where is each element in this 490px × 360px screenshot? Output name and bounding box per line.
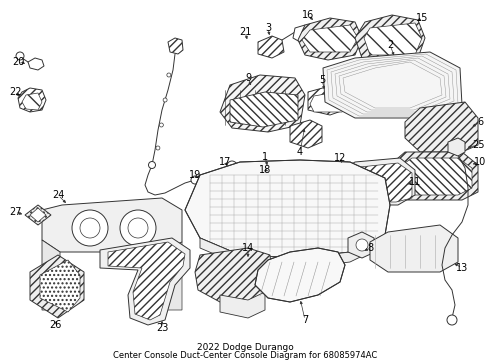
Polygon shape bbox=[448, 138, 465, 156]
Polygon shape bbox=[230, 92, 298, 127]
Polygon shape bbox=[308, 86, 350, 115]
Polygon shape bbox=[160, 242, 182, 310]
Polygon shape bbox=[42, 198, 182, 252]
Polygon shape bbox=[185, 160, 390, 258]
Text: 6: 6 bbox=[477, 117, 483, 127]
Text: 18: 18 bbox=[259, 165, 271, 175]
Text: 9: 9 bbox=[245, 73, 251, 83]
Circle shape bbox=[16, 52, 24, 60]
Text: 3: 3 bbox=[265, 23, 271, 33]
Polygon shape bbox=[30, 208, 46, 222]
Polygon shape bbox=[345, 163, 412, 202]
Circle shape bbox=[167, 73, 171, 77]
Polygon shape bbox=[220, 292, 265, 318]
Circle shape bbox=[80, 218, 100, 238]
Circle shape bbox=[128, 218, 148, 238]
Text: 15: 15 bbox=[416, 13, 428, 23]
Circle shape bbox=[72, 210, 108, 246]
Circle shape bbox=[356, 239, 368, 251]
Polygon shape bbox=[18, 88, 46, 112]
Circle shape bbox=[262, 171, 274, 183]
Polygon shape bbox=[290, 120, 322, 148]
Polygon shape bbox=[334, 162, 350, 178]
Polygon shape bbox=[220, 75, 305, 132]
Polygon shape bbox=[22, 93, 42, 110]
Circle shape bbox=[156, 146, 160, 150]
Text: 27: 27 bbox=[9, 207, 21, 217]
Polygon shape bbox=[302, 25, 358, 52]
Text: 26: 26 bbox=[49, 320, 61, 330]
Text: 16: 16 bbox=[302, 10, 314, 20]
Polygon shape bbox=[200, 235, 385, 268]
Text: 5: 5 bbox=[319, 75, 325, 85]
Polygon shape bbox=[28, 58, 44, 70]
Circle shape bbox=[265, 174, 271, 180]
Circle shape bbox=[227, 161, 237, 171]
Text: 12: 12 bbox=[334, 153, 346, 163]
Text: 11: 11 bbox=[409, 177, 421, 187]
Polygon shape bbox=[30, 255, 84, 318]
Text: 2022 Dodge Durango: 2022 Dodge Durango bbox=[196, 343, 294, 352]
Polygon shape bbox=[310, 91, 346, 112]
Text: 23: 23 bbox=[156, 323, 168, 333]
Text: 20: 20 bbox=[12, 57, 24, 67]
Polygon shape bbox=[364, 23, 422, 55]
Text: 25: 25 bbox=[472, 140, 484, 150]
Polygon shape bbox=[323, 52, 462, 118]
Polygon shape bbox=[355, 15, 425, 65]
Text: 10: 10 bbox=[474, 157, 486, 167]
Text: 2: 2 bbox=[387, 40, 393, 50]
Text: 19: 19 bbox=[189, 170, 201, 180]
Circle shape bbox=[163, 98, 167, 102]
Circle shape bbox=[148, 162, 155, 168]
Polygon shape bbox=[338, 158, 415, 205]
Polygon shape bbox=[195, 248, 272, 305]
Text: 17: 17 bbox=[219, 157, 231, 167]
Polygon shape bbox=[255, 248, 345, 302]
Polygon shape bbox=[298, 18, 362, 60]
Polygon shape bbox=[370, 225, 458, 272]
Polygon shape bbox=[108, 242, 185, 320]
Circle shape bbox=[447, 315, 457, 325]
Circle shape bbox=[335, 163, 349, 177]
Polygon shape bbox=[390, 152, 478, 200]
Text: 14: 14 bbox=[242, 243, 254, 253]
Text: 21: 21 bbox=[239, 27, 251, 37]
Polygon shape bbox=[40, 260, 80, 312]
Polygon shape bbox=[405, 102, 478, 152]
Polygon shape bbox=[168, 38, 183, 54]
Polygon shape bbox=[293, 25, 312, 42]
Text: Center Console Duct-Center Console Diagram for 68085974AC: Center Console Duct-Center Console Diagr… bbox=[113, 351, 377, 360]
Circle shape bbox=[191, 176, 199, 184]
Polygon shape bbox=[100, 238, 190, 325]
Polygon shape bbox=[348, 232, 375, 258]
Text: 4: 4 bbox=[297, 147, 303, 157]
Text: 7: 7 bbox=[302, 315, 308, 325]
Circle shape bbox=[159, 123, 163, 127]
Polygon shape bbox=[25, 205, 51, 225]
Polygon shape bbox=[42, 240, 60, 310]
Text: 24: 24 bbox=[52, 190, 64, 200]
Polygon shape bbox=[398, 158, 472, 195]
Text: 13: 13 bbox=[456, 263, 468, 273]
Polygon shape bbox=[258, 36, 284, 58]
Text: 22: 22 bbox=[9, 87, 21, 97]
Text: 8: 8 bbox=[367, 243, 373, 253]
Text: 1: 1 bbox=[262, 152, 268, 162]
Circle shape bbox=[120, 210, 156, 246]
